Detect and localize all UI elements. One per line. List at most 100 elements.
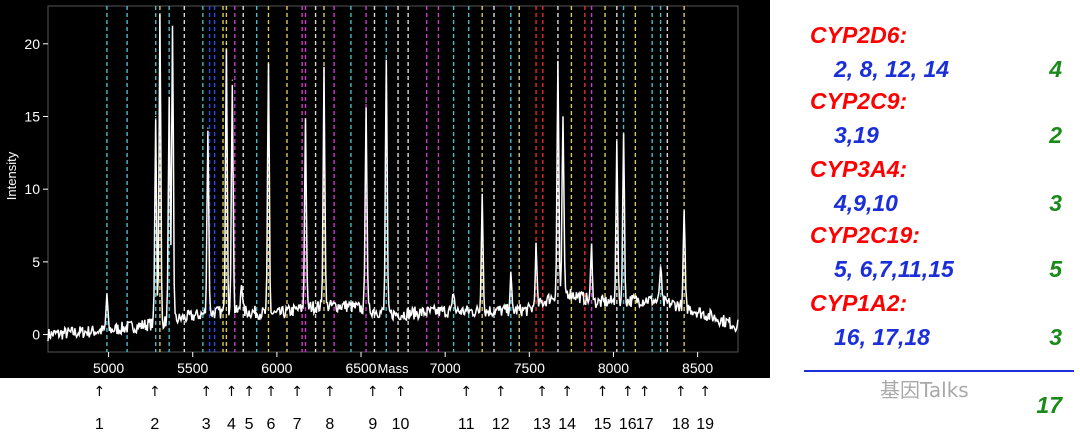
peak-point-5 [207,127,209,129]
peak-arrow-icon-18: ↑ [674,384,687,400]
x-axis-ticks: 5000 5500 6000 6500 7000 7500 8000 8500 [93,352,713,376]
peak-point-20 [590,246,593,248]
peak-arrow-icon-2: ↑ [148,384,161,400]
peak-number-6: 6 [266,416,276,433]
peak-arrow-icon-5: ↑ [243,384,255,400]
y-tick-label-5: 5 [32,254,40,270]
peak-point-19 [562,115,564,118]
peak-point-24 [683,210,685,212]
total-count: 17 [1036,392,1062,418]
peak-number-8: 8 [325,416,335,433]
peak-point-9 [267,65,270,67]
peak-arrow-icon-11: ↑ [460,384,473,400]
peak-number-11: 11 [457,416,475,433]
peak-arrow-row: ↑ 1 ↑ 2 ↑ 3 ↑ 4 ↑ 5 ↑ 6 ↑ 7 ↑ 8 ↑ 9 ↑ 10 ↑ 11 ↑ 12 ↑ 13 ↑ 14 ↑ 15 ↑ 16 ↑… [0,378,770,436]
peak-arrow-icon-15: ↑ [596,384,609,400]
gene-name-cyp1a2: CYP1A2: [810,290,908,316]
spectrum-trace [47,14,739,342]
total-divider-line [804,370,1074,372]
peak-arrow-icon-12: ↑ [494,384,507,400]
peak-arrow-icon-19: ↑ [699,384,712,400]
peak-point-12 [365,101,367,103]
plot-area [47,5,739,353]
peak-number-3: 3 [201,416,211,433]
peak-arrow-icon-4: ↑ [225,384,238,400]
peak-point-14 [452,290,455,292]
peak-arrow-icon-14: ↑ [561,384,574,400]
peak-number-4: 4 [226,416,236,433]
peak-point-17 [535,246,537,248]
peak-arrow-icon-9: ↑ [366,384,379,400]
peak-point-2 [159,17,161,19]
peak-point-8 [240,278,243,280]
peak-number-9: 9 [368,416,378,433]
mass-spectrum-chart: 5000 5500 6000 6500 7000 7500 8000 8500 0 5 10 15 2… [4,5,739,376]
peak-arrow-icon-7: ↑ [291,384,303,400]
peak-arrow-icon-6: ↑ [265,384,277,400]
gene-peaks-cyp2d6: 2, 8, 12, 14 [834,56,950,82]
peak-point-16 [510,275,512,278]
peak-number-7: 7 [292,416,302,433]
y-tick-label-15: 15 [24,108,40,124]
peak-arrow-icon-16: ↑ [621,384,634,400]
peak-point-7 [231,79,233,81]
peak-number-17: 17 [635,416,654,433]
gene-peaks-cyp2c9: 3,19 [834,122,879,148]
peak-arrow-icon-17: ↑ [638,384,651,400]
spectrum-chart-panel: 5000 5500 6000 6500 7000 7500 8000 8500 0 5 10 15 2… [0,0,770,378]
peak-number-10: 10 [391,416,410,433]
gene-count-cyp2c9: 2 [1049,122,1062,148]
peak-point-11 [323,67,325,70]
gene-name-cyp2d6: CYP2D6: [810,22,908,48]
y-tick-label-0: 0 [32,327,40,343]
gene-legend: CYP2D6: 2, 8, 12, 14 4 CYP2C9: 3,19 2 CY… [790,18,1080,436]
peak-number-5: 5 [244,416,254,433]
peak-arrow-icon-10: ↑ [394,384,407,400]
y-tick-label-20: 20 [24,36,40,52]
peak-point-23 [659,264,662,266]
gene-peaks-cyp3a4: 4,9,10 [834,190,898,216]
peak-point-4 [171,28,174,30]
x-tick-label-6000: 6000 [261,360,292,376]
gene-name-cyp2c9: CYP2C9: [810,88,908,114]
peak-point-3 [168,101,170,103]
peak-number-1: 1 [94,416,104,433]
spectrum-line [47,14,739,342]
peak-point-21 [616,144,618,147]
peak-number-18: 18 [671,416,690,433]
x-tick-label-5500: 5500 [177,360,208,376]
peak-arrow-icon-3: ↑ [200,384,213,400]
gene-count-cyp1a2: 3 [1049,324,1062,350]
y-axis-label: Intensity [4,151,19,200]
peak-number-16: 16 [618,416,637,433]
x-tick-label-7000: 7000 [430,360,461,376]
peak-point-13 [385,60,387,62]
peak-number-12: 12 [491,416,510,433]
gene-peaks-cyp1a2: 16, 17,18 [834,324,930,350]
peak-arrow-icon-13: ↑ [536,384,548,400]
x-tick-label-6500: 6500 [345,360,376,376]
gene-count-cyp2c19: 5 [1049,256,1062,282]
gene-name-cyp2c19: CYP2C19: [810,222,920,248]
peak-point-0 [106,293,108,295]
peak-number-13: 13 [533,416,551,433]
peak-arrow-icon-1: ↑ [93,384,106,400]
peak-number-14: 14 [558,416,577,433]
x-axis-label: Mass [377,361,409,376]
gene-count-cyp3a4: 3 [1049,190,1062,216]
peak-point-22 [622,133,625,135]
peak-point-18 [557,60,559,62]
peak-number-19: 19 [696,416,715,433]
x-tick-label-8000: 8000 [598,360,629,376]
peak-point-1 [155,115,157,118]
y-axis-ticks: 0 5 10 15 20 [24,36,48,343]
peak-point-15 [481,188,483,190]
peak-number-2: 2 [150,416,160,433]
gene-count-cyp2d6: 4 [1049,56,1062,82]
watermark-text: 基因Talks [880,378,969,402]
peak-point-10 [304,118,307,120]
x-tick-label-8500: 8500 [682,360,713,376]
gene-peaks-cyp2c19: 5, 6,7,11,15 [834,256,954,282]
gene-name-cyp3a4: CYP3A4: [810,156,908,182]
peak-arrow-icon-8: ↑ [324,384,336,400]
